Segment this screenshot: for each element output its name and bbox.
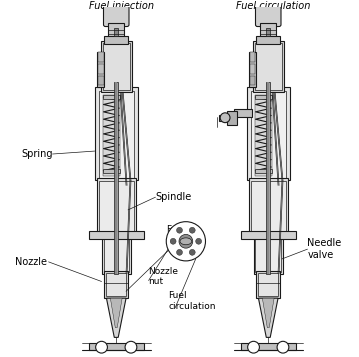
Bar — [102, 232, 131, 274]
Polygon shape — [262, 298, 274, 328]
Bar — [104, 36, 128, 44]
Bar — [252, 41, 284, 92]
Bar — [108, 22, 124, 38]
Text: Fuel injection: Fuel injection — [89, 1, 154, 11]
Bar — [250, 64, 256, 74]
FancyBboxPatch shape — [103, 5, 129, 26]
Bar — [103, 95, 120, 99]
Bar — [114, 29, 118, 36]
Circle shape — [179, 235, 193, 248]
Circle shape — [170, 238, 176, 244]
Bar — [103, 95, 120, 176]
Polygon shape — [107, 298, 126, 337]
FancyBboxPatch shape — [256, 5, 281, 26]
Bar — [98, 64, 103, 74]
Text: Fuel circulation: Fuel circulation — [236, 1, 310, 11]
Bar — [250, 52, 256, 62]
Bar — [103, 43, 130, 90]
Bar — [256, 36, 280, 44]
Bar — [95, 87, 138, 181]
Circle shape — [196, 238, 201, 244]
Text: Fuel
injection: Fuel injection — [166, 225, 205, 244]
Bar — [115, 82, 117, 274]
Bar — [241, 231, 296, 239]
Circle shape — [125, 341, 137, 353]
Bar — [247, 87, 290, 181]
Bar — [249, 52, 256, 87]
Bar — [219, 115, 227, 121]
Bar — [250, 76, 256, 85]
Text: Needle
valve: Needle valve — [307, 238, 342, 260]
Bar — [249, 177, 288, 235]
Bar — [251, 91, 286, 177]
Bar — [266, 82, 270, 274]
Bar — [258, 273, 278, 296]
Bar — [255, 169, 272, 173]
Bar — [267, 82, 269, 274]
Bar — [260, 22, 276, 38]
Text: Fuel
circulation: Fuel circulation — [168, 291, 216, 311]
Text: Spring: Spring — [21, 149, 53, 159]
Bar — [98, 76, 103, 85]
Bar — [114, 82, 118, 274]
Text: Nozzle: Nozzle — [15, 257, 47, 267]
Bar — [107, 273, 126, 296]
Bar — [255, 43, 282, 90]
Text: Spindle: Spindle — [155, 192, 192, 202]
Bar — [253, 232, 283, 274]
Bar — [241, 343, 296, 350]
Circle shape — [166, 222, 205, 261]
Bar — [234, 109, 252, 117]
Bar — [104, 271, 128, 298]
Polygon shape — [110, 298, 122, 328]
Bar — [251, 181, 286, 232]
Bar — [103, 235, 129, 272]
Circle shape — [177, 227, 182, 233]
Bar — [256, 235, 281, 272]
Circle shape — [189, 227, 195, 233]
Bar — [99, 181, 134, 232]
Text: Nozzle
nut: Nozzle nut — [149, 267, 179, 286]
Bar — [256, 271, 280, 298]
Bar — [266, 29, 270, 36]
Bar — [89, 343, 144, 350]
Bar — [98, 52, 103, 62]
Bar — [99, 91, 134, 177]
Bar — [101, 41, 132, 92]
Bar — [97, 177, 136, 235]
Circle shape — [189, 250, 195, 255]
Circle shape — [220, 113, 230, 123]
Circle shape — [277, 341, 289, 353]
Polygon shape — [258, 298, 278, 337]
Circle shape — [95, 341, 107, 353]
Bar — [103, 169, 120, 173]
Bar — [255, 95, 272, 99]
Ellipse shape — [180, 238, 192, 245]
Circle shape — [248, 341, 260, 353]
Bar — [89, 231, 144, 239]
Bar — [227, 111, 237, 125]
Bar — [97, 52, 104, 87]
Bar — [255, 95, 272, 176]
Circle shape — [177, 250, 182, 255]
